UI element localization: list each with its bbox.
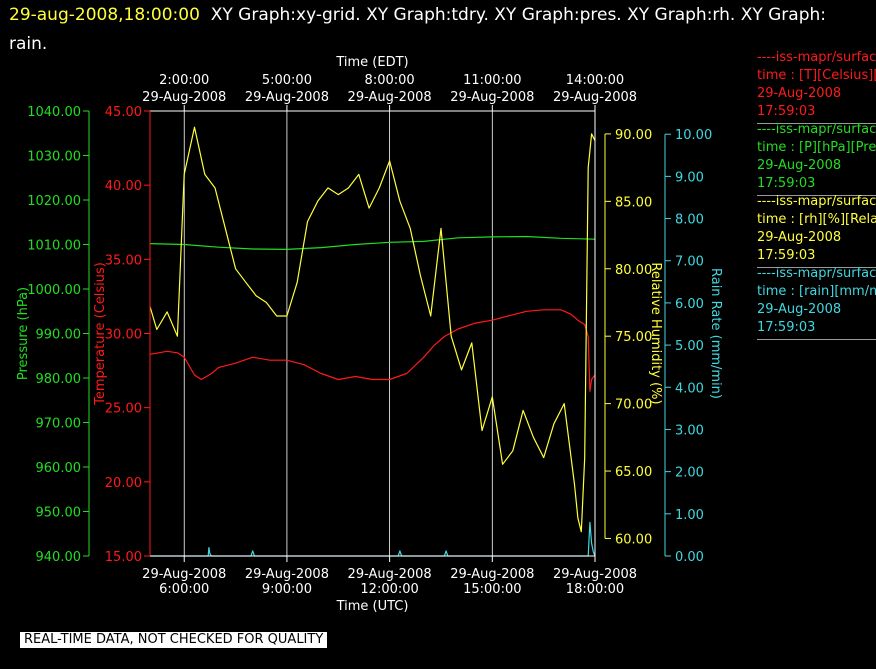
rain-tick-label: 10.00 — [675, 128, 712, 143]
x-axis-label-top: Time (EDT) — [335, 55, 408, 70]
legend-entry: ----iss-mapr/surface time : [rh][%][Relat… — [757, 193, 876, 265]
pressure-tick-label: 960.00 — [36, 461, 82, 476]
temperature-tick-label: 30.00 — [105, 328, 142, 343]
humidity-axis-label: Relative Humidity (%) — [648, 262, 663, 404]
axes-layer: 29-Aug-20086:00:0029-Aug-20089:00:0029-A… — [16, 55, 723, 614]
pressure-tick-label: 1010.00 — [27, 239, 81, 254]
temperature-tick-label: 25.00 — [105, 402, 142, 417]
x-tick-label-time: 6:00:00 — [159, 582, 209, 597]
x-top-tick-label-time: 14:00:00 — [566, 73, 624, 88]
x-tick-label-time: 9:00:00 — [262, 582, 312, 597]
pressure-tick-label: 1040.00 — [27, 105, 81, 120]
legend-field: time : [rain][mm/min — [757, 284, 876, 299]
rain-tick-label: 6.00 — [675, 297, 704, 312]
pressure-tick-label: 980.00 — [36, 372, 82, 387]
series-rain — [150, 521, 596, 557]
grid-layer — [183, 111, 493, 556]
pressure-tick-label: 970.00 — [36, 417, 82, 432]
legend-entry: ----iss-mapr/surface time : [P][hPa][Pres… — [757, 121, 876, 193]
legend-entry: ----iss-mapr/surface time : [rain][mm/min… — [757, 265, 876, 337]
rain-tick-label: 8.00 — [675, 213, 704, 228]
humidity-tick-label: 90.00 — [615, 128, 652, 143]
x-tick-label-date: 29-Aug-2008 — [142, 567, 226, 582]
rain-tick-label: 2.00 — [675, 466, 704, 481]
pressure-tick-label: 1000.00 — [27, 283, 81, 298]
temperature-tick-label: 15.00 — [105, 550, 142, 565]
chart-title: 29-aug-2008,18:00:00 XY Graph:xy-grid. X… — [9, 1, 869, 59]
x-top-tick-label-date: 29-Aug-2008 — [245, 90, 329, 105]
humidity-tick-label: 60.00 — [615, 532, 652, 547]
humidity-tick-label: 85.00 — [615, 195, 652, 210]
x-tick-label-time: 18:00:00 — [566, 582, 624, 597]
pressure-tick-label: 950.00 — [36, 506, 82, 521]
rain-tick-label: 7.00 — [675, 255, 704, 270]
x-axis-label-bottom: Time (UTC) — [336, 599, 409, 614]
x-tick-label-date: 29-Aug-2008 — [553, 567, 637, 582]
legend-field: time : [T][Celsius][T — [757, 68, 876, 83]
temperature-tick-label: 40.00 — [105, 179, 142, 194]
title-datetime: 29-aug-2008,18:00:00 — [9, 5, 200, 25]
humidity-tick-label: 70.00 — [615, 398, 652, 413]
humidity-tick-label: 80.00 — [615, 263, 652, 278]
x-top-tick-label-time: 11:00:00 — [463, 73, 521, 88]
x-top-tick-label-time: 2:00:00 — [159, 73, 209, 88]
series-layer — [149, 126, 596, 557]
pressure-tick-label: 990.00 — [36, 328, 82, 343]
x-top-tick-label-date: 29-Aug-2008 — [348, 90, 432, 105]
legend-divider — [757, 267, 876, 268]
rain-tick-label: 4.00 — [675, 381, 704, 396]
legend-entry: ----iss-mapr/surface time : [T][Celsius][… — [757, 49, 876, 121]
pressure-tick-label: 940.00 — [36, 550, 82, 565]
temperature-tick-label: 35.00 — [105, 253, 142, 268]
x-tick-label-date: 29-Aug-2008 — [348, 567, 432, 582]
temperature-tick-label: 45.00 — [105, 105, 142, 120]
legend-date: 29-Aug-2008 — [757, 158, 842, 173]
legend-divider — [757, 339, 876, 340]
x-top-tick-label-time: 5:00:00 — [262, 73, 312, 88]
humidity-tick-label: 65.00 — [615, 465, 652, 480]
legend-divider — [757, 195, 876, 196]
humidity-tick-label: 75.00 — [615, 330, 652, 345]
rain-tick-label: 0.00 — [675, 550, 704, 565]
legend-time: 17:59:03 — [757, 320, 816, 335]
pressure-tick-label: 1020.00 — [27, 194, 81, 209]
rain-tick-label: 9.00 — [675, 170, 704, 185]
legend-time: 17:59:03 — [757, 104, 816, 119]
legend-divider — [757, 123, 876, 124]
x-top-tick-label-date: 29-Aug-2008 — [142, 90, 226, 105]
x-top-tick-label-time: 8:00:00 — [365, 73, 415, 88]
series-pres — [149, 235, 596, 250]
rain-tick-label: 1.00 — [675, 508, 704, 523]
legend-field: time : [rh][%][Relati — [757, 212, 876, 227]
quality-badge: REAL-TIME DATA, NOT CHECKED FOR QUALITY — [20, 632, 328, 648]
legend-name: ----iss-mapr/surface — [757, 50, 876, 65]
legend-name: ----iss-mapr/surface — [757, 266, 876, 281]
legend-name: ----iss-mapr/surface — [757, 122, 876, 137]
series-rh — [149, 126, 596, 533]
x-tick-label-time: 12:00:00 — [360, 582, 418, 597]
legend-name: ----iss-mapr/surface — [757, 194, 876, 209]
pressure-axis-label: Pressure (hPa) — [16, 287, 31, 380]
legend-time: 17:59:03 — [757, 248, 816, 263]
pressure-tick-label: 1030.00 — [27, 150, 81, 165]
x-tick-label-date: 29-Aug-2008 — [245, 567, 329, 582]
rain-tick-label: 3.00 — [675, 423, 704, 438]
temperature-tick-label: 20.00 — [105, 476, 142, 491]
legend-date: 29-Aug-2008 — [757, 302, 842, 317]
x-tick-label-date: 29-Aug-2008 — [450, 567, 534, 582]
legend-field: time : [P][hPa][Pres — [757, 140, 876, 155]
rain-tick-label: 5.00 — [675, 339, 704, 354]
title-graph-list: XY Graph:xy-grid. XY Graph:tdry. XY Grap… — [9, 5, 827, 54]
x-tick-label-time: 15:00:00 — [463, 582, 521, 597]
x-top-tick-label-date: 29-Aug-2008 — [450, 90, 534, 105]
legend-date: 29-Aug-2008 — [757, 230, 842, 245]
x-top-tick-label-date: 29-Aug-2008 — [553, 90, 637, 105]
temperature-axis-label: Temperature (Celsius) — [93, 262, 108, 406]
legend-date: 29-Aug-2008 — [757, 86, 842, 101]
rain-axis-label: Rain Rate (mm/min) — [708, 268, 723, 399]
series-tdry — [149, 309, 596, 392]
legend-time: 17:59:03 — [757, 176, 816, 191]
